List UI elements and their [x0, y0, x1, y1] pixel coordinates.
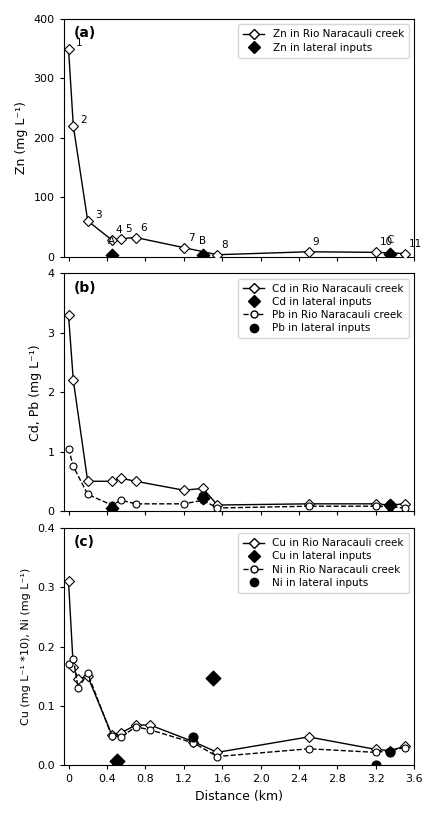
Text: 10: 10	[380, 237, 393, 247]
Point	[387, 498, 394, 511]
Y-axis label: Zn (mg L⁻¹): Zn (mg L⁻¹)	[15, 101, 28, 174]
Y-axis label: Cd, Pb (mg L⁻¹): Cd, Pb (mg L⁻¹)	[29, 344, 42, 441]
Text: 8: 8	[222, 240, 228, 249]
Text: 7: 7	[188, 232, 194, 243]
Point	[209, 671, 216, 684]
Text: (b): (b)	[74, 281, 97, 294]
Point	[199, 490, 206, 503]
Point	[199, 248, 206, 261]
Text: (a): (a)	[74, 26, 96, 40]
Text: 11: 11	[409, 239, 422, 249]
Point	[387, 248, 394, 261]
Text: (c): (c)	[74, 535, 95, 549]
Text: 5: 5	[126, 224, 132, 234]
Point	[372, 759, 379, 772]
Text: C: C	[386, 235, 393, 245]
Point	[387, 498, 394, 511]
Point	[113, 754, 120, 767]
Point	[190, 730, 197, 744]
Text: 2: 2	[80, 115, 87, 125]
Legend: Zn in Rio Naracauli creek, Zn in lateral inputs: Zn in Rio Naracauli creek, Zn in lateral…	[238, 25, 409, 58]
Text: 9: 9	[313, 237, 319, 247]
X-axis label: Distance (km): Distance (km)	[195, 790, 283, 803]
Text: 3: 3	[95, 210, 101, 220]
Point	[113, 757, 120, 771]
Point	[199, 492, 206, 505]
Y-axis label: Cu (mg L⁻¹ *10), Ni (mg L⁻¹): Cu (mg L⁻¹ *10), Ni (mg L⁻¹)	[21, 568, 32, 726]
Point	[108, 249, 115, 262]
Text: 6: 6	[140, 222, 147, 232]
Text: 4: 4	[116, 225, 123, 235]
Point	[108, 503, 115, 516]
Text: 1: 1	[75, 38, 82, 48]
Legend: Cd in Rio Naracauli creek, Cd in lateral inputs, Pb in Rio Naracauli creek, Pb i: Cd in Rio Naracauli creek, Cd in lateral…	[238, 279, 409, 339]
Legend: Cu in Rio Naracauli creek, Cu in lateral inputs, Ni in Rio Naracauli creek, Ni i: Cu in Rio Naracauli creek, Cu in lateral…	[238, 533, 409, 593]
Text: A: A	[108, 236, 115, 246]
Point	[387, 745, 394, 758]
Point	[108, 501, 115, 515]
Text: B: B	[199, 236, 206, 245]
